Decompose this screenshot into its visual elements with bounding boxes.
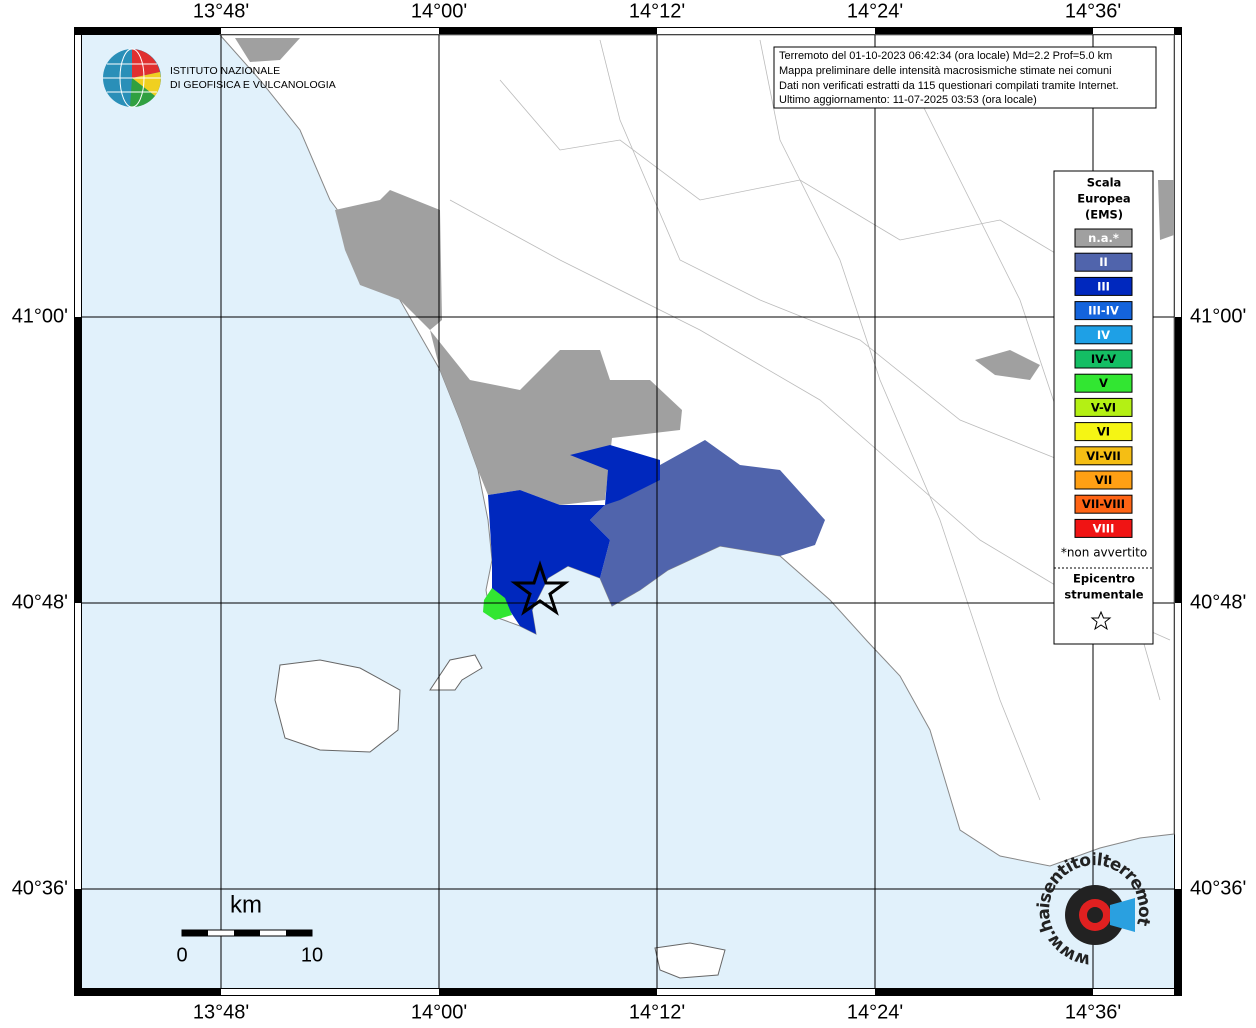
legend-label: II <box>1099 255 1108 269</box>
legend-swatch <box>1074 422 1133 442</box>
lat-label: 41°00' <box>12 305 68 327</box>
legend-swatch <box>1074 518 1133 538</box>
info-line: Mappa preliminare delle intensità macros… <box>779 65 1112 77</box>
legend-label: IV-V <box>1091 352 1116 366</box>
frame-segment <box>75 603 81 889</box>
legend-label: IV <box>1097 328 1110 342</box>
lat-label: 41°00' <box>1190 305 1246 327</box>
info-line: Ultimo aggiornamento: 11-07-2025 03:53 (… <box>779 94 1037 106</box>
lon-label: 14°24' <box>847 0 903 22</box>
legend-label: VII-VIII <box>1082 497 1125 511</box>
frame-segment <box>1093 28 1174 34</box>
graticule <box>82 35 1174 988</box>
scale-label: 0 <box>176 944 187 966</box>
legend-label: n.a.* <box>1088 231 1119 245</box>
lat-label: 40°48' <box>1190 591 1246 613</box>
logo-text: DI GEOFISICA E VULCANOLOGIA <box>170 79 336 91</box>
legend-label: III <box>1097 279 1110 293</box>
island-ischia <box>274 659 401 753</box>
legend-note: *non avvertito <box>1061 546 1147 560</box>
lat-label: 40°36' <box>12 877 68 899</box>
legend-swatch <box>1074 349 1133 369</box>
frame-segment <box>75 35 81 317</box>
epicenter <box>510 560 570 616</box>
frame-ticks <box>75 28 1181 995</box>
frame-segment <box>657 989 875 995</box>
legend-swatch <box>1074 301 1133 321</box>
legend-swatch <box>1074 276 1133 296</box>
legend-star <box>1090 610 1112 631</box>
lat-label: 40°48' <box>12 591 68 613</box>
region-v <box>483 588 512 620</box>
logo: ISTITUTO NAZIONALE DI GEOFISICA E VULCAN… <box>103 48 336 108</box>
lon-label: 13°48' <box>193 0 249 22</box>
legend-title: (EMS) <box>1085 208 1123 222</box>
lon-label: 14°00' <box>411 1001 467 1023</box>
frame-segment <box>221 989 439 995</box>
legend-label: VI <box>1097 425 1110 439</box>
region-na <box>1158 180 1174 240</box>
frame-segment <box>1093 989 1174 995</box>
region-na <box>235 38 300 62</box>
lon-label: 14°36' <box>1065 1001 1121 1023</box>
legend-swatch <box>1074 325 1133 345</box>
lon-label: 14°36' <box>1065 0 1121 22</box>
legend-label: V <box>1099 376 1108 390</box>
lat-label: 40°36' <box>1190 877 1246 899</box>
legend-title: Scala <box>1087 176 1122 190</box>
region-na <box>975 350 1040 380</box>
region-na <box>430 330 682 505</box>
info-box <box>773 46 1157 109</box>
legend-label: VIII <box>1093 521 1115 535</box>
info-line: Terremoto del 01-10-2023 06:42:34 (ora l… <box>779 50 1112 62</box>
frame-segment <box>221 28 439 34</box>
island-capri <box>654 942 726 979</box>
lon-label: 14°12' <box>629 0 685 22</box>
lon-label: 13°48' <box>193 1001 249 1023</box>
info-line: Dati non verificati estratti da 115 ques… <box>779 80 1119 92</box>
scale-unit: km <box>230 891 262 918</box>
scale-label: 10 <box>301 944 323 966</box>
legend-swatch <box>1074 252 1133 272</box>
legend-label: V-VI <box>1091 400 1116 414</box>
frame-segment <box>657 28 875 34</box>
legend-swatch <box>1074 397 1133 417</box>
legend-label: VII <box>1095 473 1112 487</box>
region-iii <box>570 445 660 505</box>
lon-label: 14°24' <box>847 1001 903 1023</box>
legend-label: III-IV <box>1088 304 1119 318</box>
logo-text: ISTITUTO NAZIONALE <box>170 65 280 77</box>
legend-epicenter: strumentale <box>1064 588 1143 602</box>
legend-swatch <box>1074 494 1133 514</box>
legend-swatch <box>1074 228 1133 248</box>
legend-swatch <box>1074 446 1133 466</box>
legend-label: VI-VII <box>1086 449 1121 463</box>
region-na <box>335 190 442 330</box>
frame-segment <box>1175 603 1181 889</box>
lon-label: 14°00' <box>411 0 467 22</box>
legend-swatch <box>1074 470 1133 490</box>
island-procida <box>429 654 483 691</box>
region-iii <box>488 490 610 634</box>
lon-label: 14°12' <box>629 1001 685 1023</box>
scale-bar: km 0 10 <box>176 891 323 966</box>
legend-epicenter: Epicentro <box>1073 572 1135 586</box>
legend-swatch <box>1074 373 1133 393</box>
legend-title: Europea <box>1077 192 1130 206</box>
frame-segment <box>1175 35 1181 317</box>
